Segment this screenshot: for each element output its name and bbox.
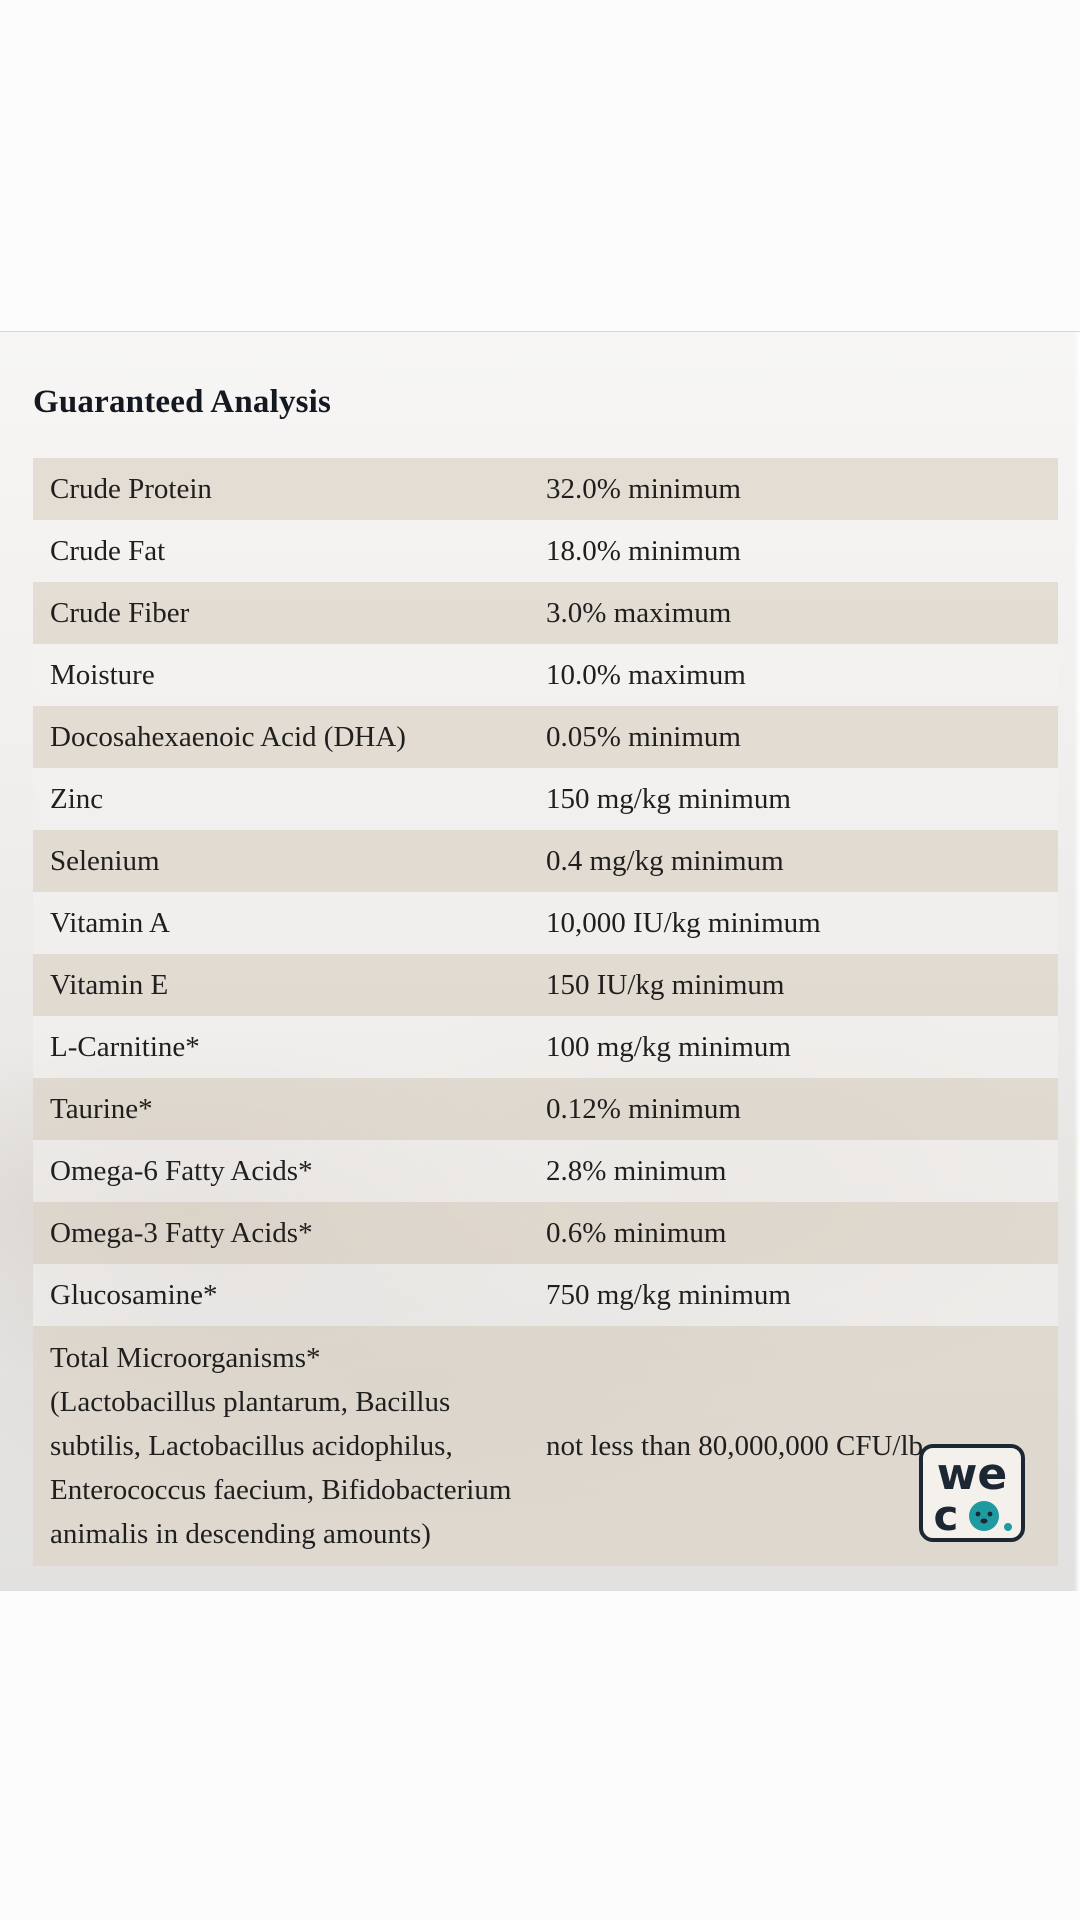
- dog-face-icon: [969, 1501, 999, 1531]
- nutrient-name: Vitamin E: [50, 969, 169, 1001]
- table-row: Moisture 10.0% maximum: [33, 644, 1058, 706]
- table-row: Selenium 0.4 mg/kg minimum: [33, 830, 1058, 892]
- nutrient-name: Crude Fat: [50, 535, 166, 567]
- table-row: Omega-3 Fatty Acids* 0.6% minimum: [33, 1202, 1058, 1264]
- nutrient-name: L-Carnitine*: [50, 1031, 200, 1063]
- nutrient-value: 100 mg/kg minimum: [546, 1031, 791, 1063]
- weco-logo: we c: [918, 1443, 1026, 1543]
- table-row: L-Carnitine* 100 mg/kg minimum: [33, 1016, 1058, 1078]
- logo-dot: [1004, 1523, 1012, 1531]
- table-row: Taurine* 0.12% minimum: [33, 1078, 1058, 1140]
- nutrient-name: Omega-6 Fatty Acids*: [50, 1155, 313, 1187]
- microorganisms-name: Total Microorganisms* (Lactobacillus pla…: [33, 1336, 546, 1556]
- nutrient-name: Glucosamine*: [50, 1279, 218, 1311]
- nutrient-name: Docosahexaenoic Acid (DHA): [50, 721, 406, 753]
- microorganisms-name-line: subtilis, Lactobacillus acidophilus,: [50, 1430, 453, 1462]
- nutrient-name: Vitamin A: [50, 907, 170, 939]
- table-row: Crude Protein 32.0% minimum: [33, 458, 1058, 520]
- table-row-microorganisms: Total Microorganisms* (Lactobacillus pla…: [33, 1326, 1058, 1566]
- nutrient-value: 2.8% minimum: [546, 1155, 727, 1187]
- nutrient-value: 150 IU/kg minimum: [546, 969, 785, 1001]
- table-row: Zinc 150 mg/kg minimum: [33, 768, 1058, 830]
- table-row: Vitamin E 150 IU/kg minimum: [33, 954, 1058, 1016]
- nutrient-name: Omega-3 Fatty Acids*: [50, 1217, 313, 1249]
- analysis-table: Crude Protein 32.0% minimum Crude Fat 18…: [33, 458, 1058, 1566]
- logo-line2-c: c: [934, 1491, 959, 1540]
- table-row: Docosahexaenoic Acid (DHA) 0.05% minimum: [33, 706, 1058, 768]
- microorganisms-name-line: Enterococcus faecium, Bifidobacterium: [50, 1474, 512, 1506]
- nutrient-name: Zinc: [50, 783, 104, 815]
- nutrient-value: 3.0% maximum: [546, 597, 732, 629]
- guaranteed-analysis-panel: Guaranteed Analysis Crude Protein 32.0% …: [0, 331, 1080, 1591]
- nutrient-value: 150 mg/kg minimum: [546, 783, 791, 815]
- nutrient-value: 32.0% minimum: [546, 473, 741, 505]
- nutrient-name: Taurine*: [50, 1093, 153, 1125]
- nutrient-value: 10,000 IU/kg minimum: [546, 907, 821, 939]
- table-row: Vitamin A 10,000 IU/kg minimum: [33, 892, 1058, 954]
- microorganisms-name-line: Total Microorganisms*: [50, 1342, 321, 1374]
- nutrient-value: 0.4 mg/kg minimum: [546, 845, 784, 877]
- microorganisms-value: not less than 80,000,000 CFU/lb: [546, 1430, 924, 1462]
- microorganisms-name-line: (Lactobacillus plantarum, Bacillus: [50, 1386, 451, 1418]
- table-row: Omega-6 Fatty Acids* 2.8% minimum: [33, 1140, 1058, 1202]
- weco-logo-mark: we c: [919, 1444, 1025, 1542]
- table-row: Glucosamine* 750 mg/kg minimum: [33, 1264, 1058, 1326]
- nutrient-name: Moisture: [50, 659, 155, 691]
- nutrient-value: 0.05% minimum: [546, 721, 741, 753]
- nutrient-value: 0.6% minimum: [546, 1217, 727, 1249]
- table-row: Crude Fiber 3.0% maximum: [33, 582, 1058, 644]
- nutrient-value: 18.0% minimum: [546, 535, 741, 567]
- section-title: Guaranteed Analysis: [33, 384, 332, 420]
- nutrient-name: Crude Protein: [50, 473, 212, 505]
- nutrient-value: 0.12% minimum: [546, 1093, 741, 1125]
- nutrient-name: Crude Fiber: [50, 597, 190, 629]
- table-row: Crude Fat 18.0% minimum: [33, 520, 1058, 582]
- microorganisms-name-line: animalis in descending amounts): [50, 1518, 431, 1550]
- nutrient-value: 750 mg/kg minimum: [546, 1279, 791, 1311]
- nutrient-value: 10.0% maximum: [546, 659, 746, 691]
- nutrient-name: Selenium: [50, 845, 160, 877]
- logo-line1: we: [937, 1449, 1008, 1500]
